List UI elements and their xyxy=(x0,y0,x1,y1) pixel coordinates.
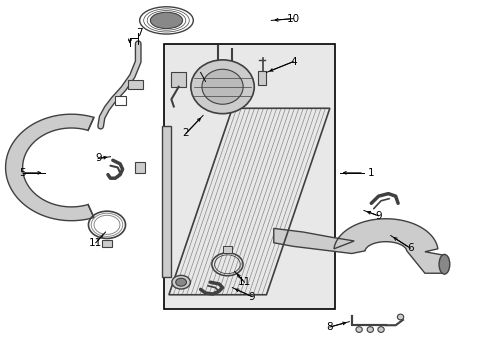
Ellipse shape xyxy=(190,60,254,114)
Text: 9: 9 xyxy=(95,153,102,163)
Ellipse shape xyxy=(377,327,384,332)
Bar xyxy=(223,246,231,253)
Text: 4: 4 xyxy=(289,57,296,67)
Polygon shape xyxy=(5,114,94,221)
Text: 6: 6 xyxy=(406,243,413,253)
Bar xyxy=(163,44,334,309)
Bar xyxy=(161,126,171,277)
Ellipse shape xyxy=(175,278,186,286)
Bar xyxy=(171,72,185,87)
Bar xyxy=(115,96,126,105)
Ellipse shape xyxy=(150,12,182,28)
Text: 9: 9 xyxy=(374,211,381,221)
Ellipse shape xyxy=(366,327,373,332)
Bar xyxy=(102,239,112,247)
Text: 2: 2 xyxy=(183,129,189,138)
Bar xyxy=(128,80,142,89)
Text: 7: 7 xyxy=(136,28,142,38)
Bar xyxy=(135,162,144,173)
Text: 3: 3 xyxy=(197,67,203,77)
Text: 11: 11 xyxy=(89,238,102,248)
Ellipse shape xyxy=(171,275,190,289)
Text: 9: 9 xyxy=(248,292,255,302)
Text: 10: 10 xyxy=(286,14,299,24)
Ellipse shape xyxy=(438,255,449,274)
Bar xyxy=(257,71,266,85)
Polygon shape xyxy=(273,219,444,273)
Text: 5: 5 xyxy=(20,168,26,178)
Ellipse shape xyxy=(355,327,362,332)
Text: 1: 1 xyxy=(367,168,374,178)
Ellipse shape xyxy=(397,314,403,320)
Ellipse shape xyxy=(202,69,243,104)
Text: 8: 8 xyxy=(326,322,332,332)
Text: 11: 11 xyxy=(237,277,251,287)
